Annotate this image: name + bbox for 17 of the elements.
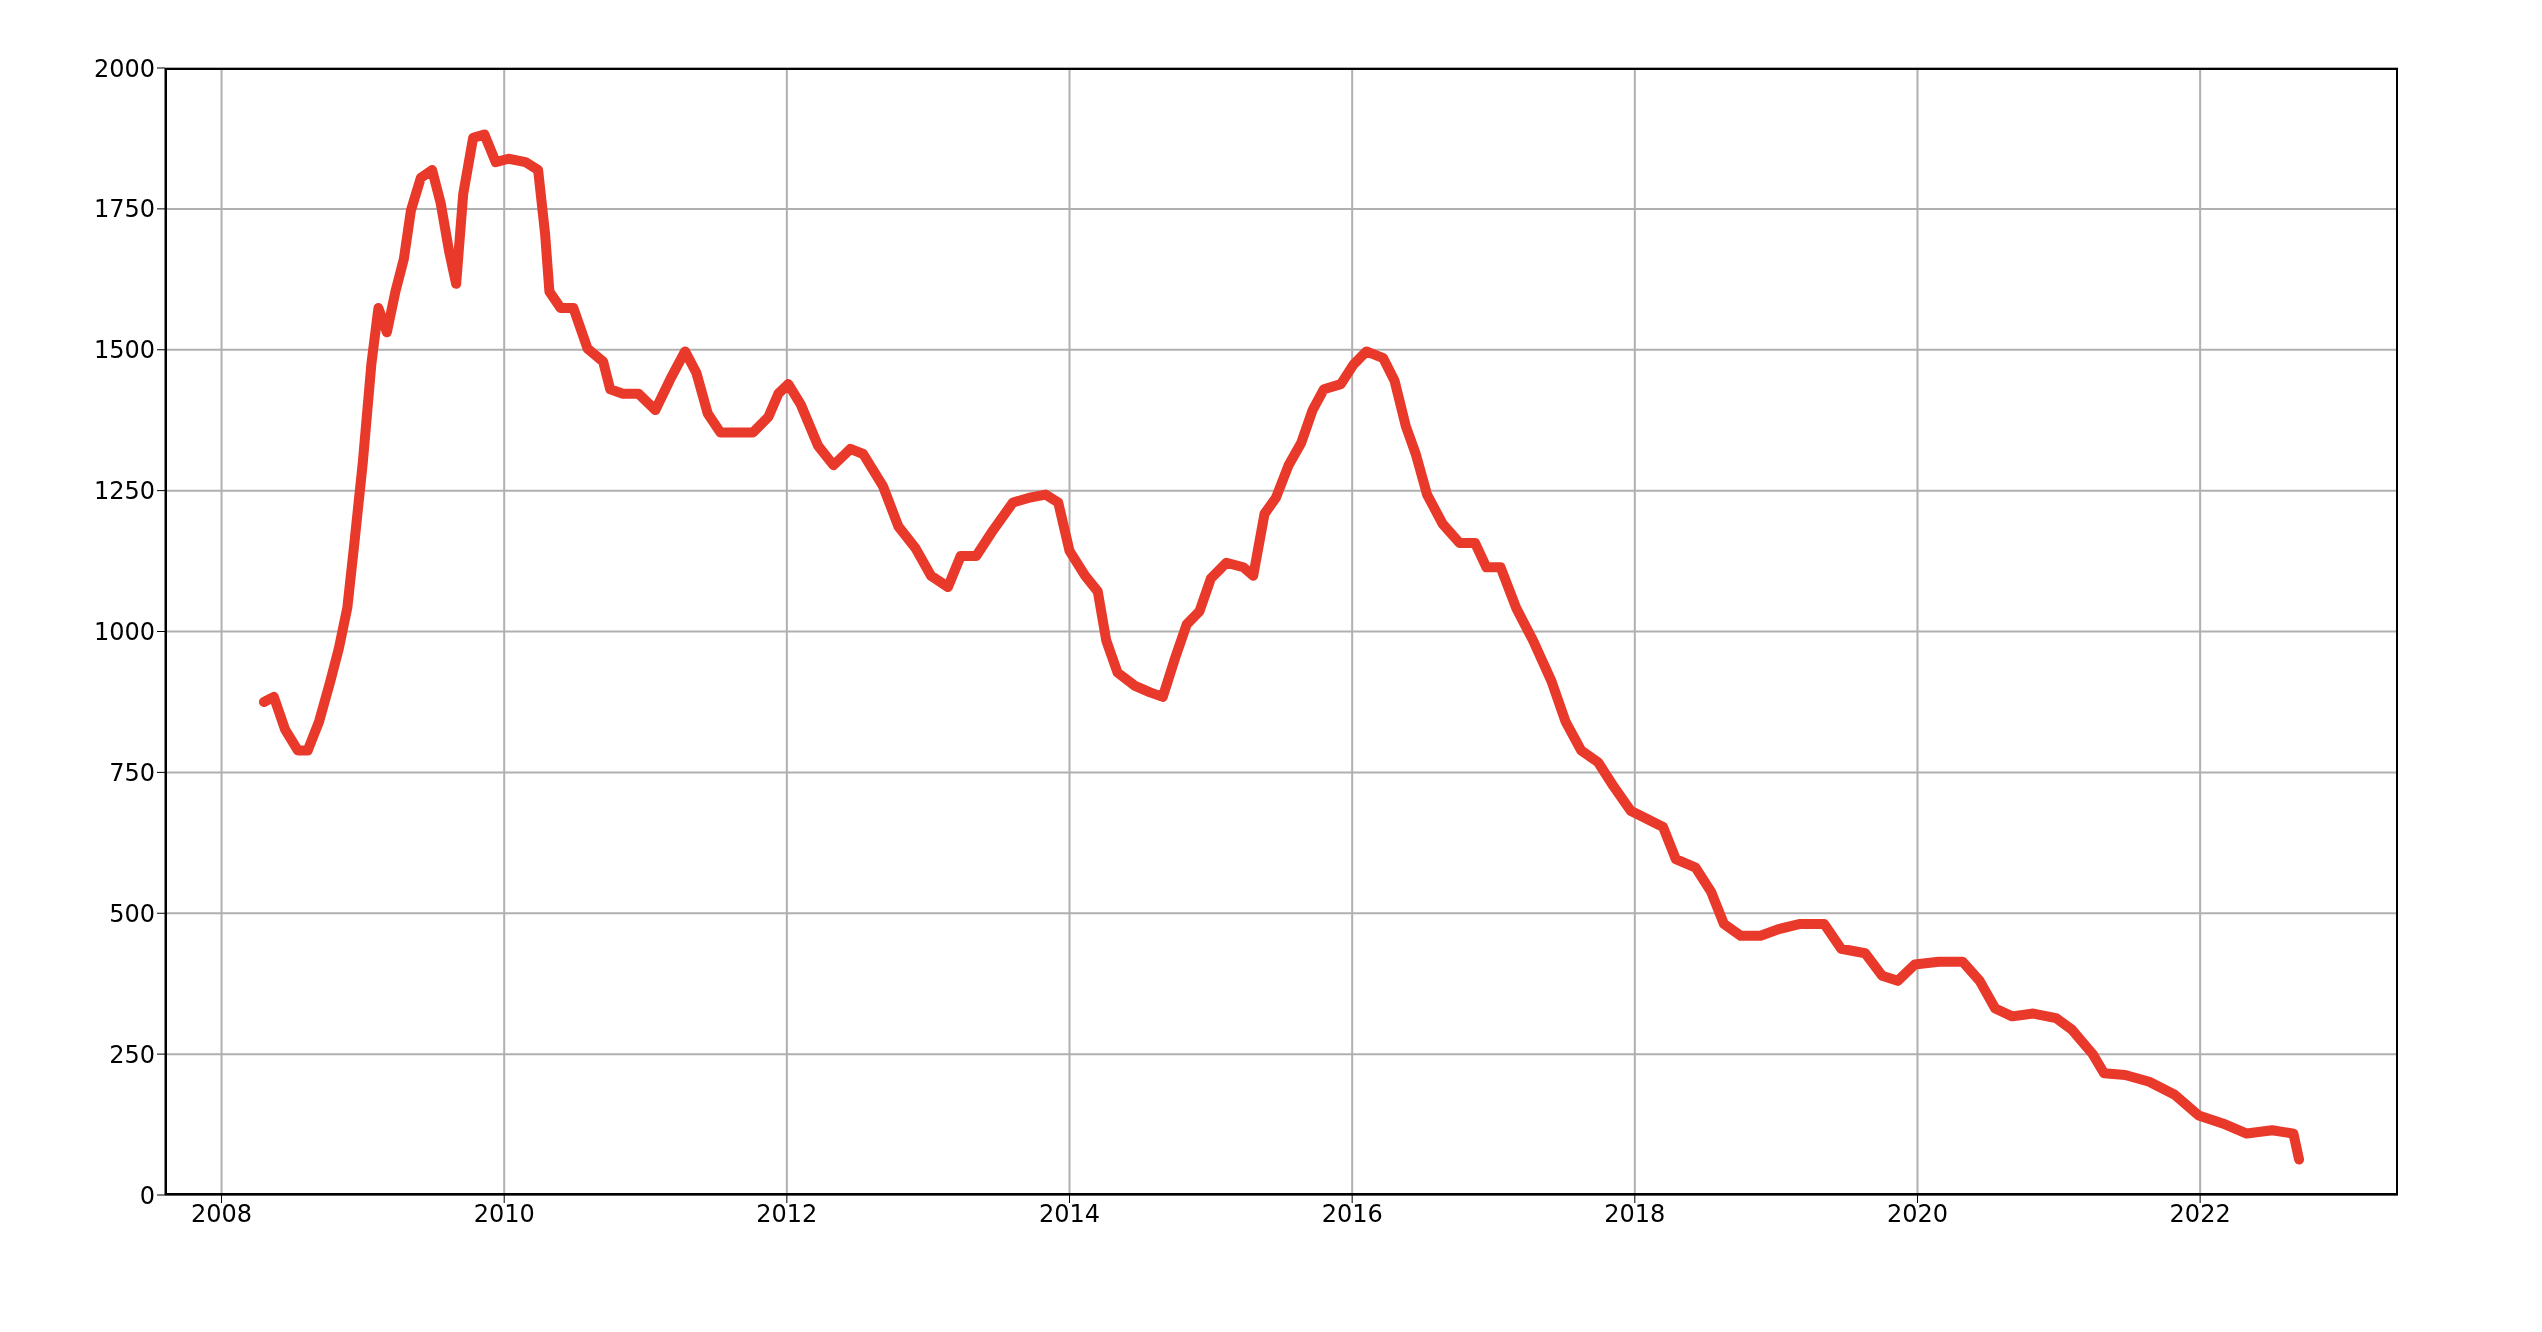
x-tick-label: 2022 [2169,1200,2231,1229]
y-tick-label: 750 [109,758,155,787]
y-tick-label: 1500 [93,336,155,365]
y-tick-label: 1750 [93,195,155,224]
y-tick-label: 500 [109,899,155,928]
x-tick-label: 2008 [190,1200,253,1229]
y-tick-label: 1000 [93,618,155,647]
y-tick-label: 0 [139,1181,155,1210]
x-tick-label: 2012 [756,1200,818,1229]
y-tick-label: 2000 [93,54,155,83]
y-tick-label: 250 [109,1040,155,1069]
x-tick-label: 2010 [473,1200,535,1229]
x-tick-label: 2020 [1886,1200,1949,1229]
x-tick-label: 2014 [1038,1200,1101,1229]
y-tick-label: 1250 [93,477,155,506]
x-tick-label: 2016 [1321,1200,1383,1229]
x-tick-label: 2018 [1604,1200,1666,1229]
